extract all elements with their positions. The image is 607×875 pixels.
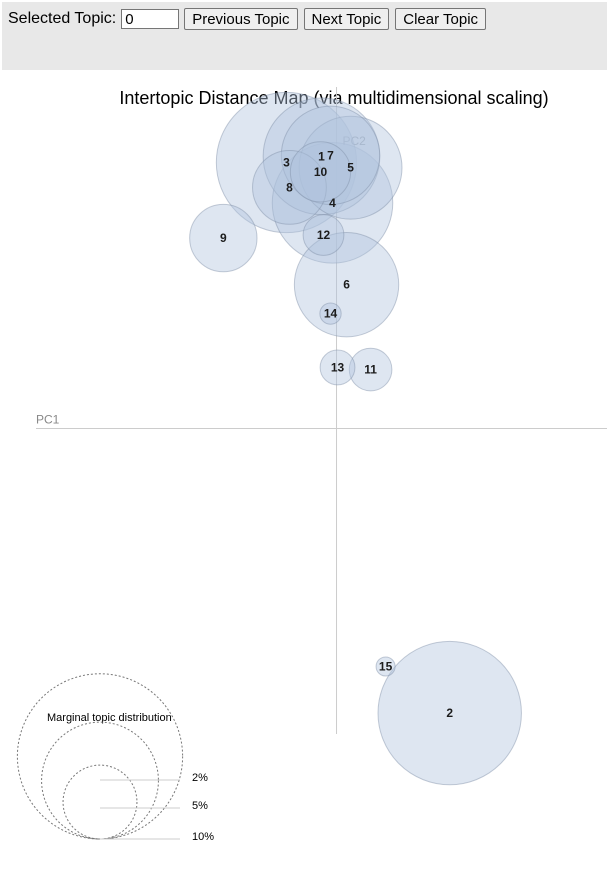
topic-label-4: 4 [329, 196, 336, 210]
topic-label-1: 1 [318, 149, 325, 163]
topic-bubble-8[interactable] [252, 149, 327, 225]
topic-bubble-3[interactable] [215, 91, 358, 234]
legend-label-2: 2% [192, 772, 208, 784]
selected-topic-input[interactable] [121, 9, 180, 29]
topic-controls: Selected Topic: Previous Topic Next Topi… [8, 8, 492, 30]
topic-label-12: 12 [317, 228, 331, 242]
topic-bubble-5[interactable] [298, 115, 403, 220]
legend-circle-2 [62, 764, 138, 840]
topic-bubbles [189, 91, 522, 786]
legend-title: Marginal topic distribution [47, 712, 172, 724]
topic-bubble-6[interactable] [293, 231, 400, 338]
selected-topic-label: Selected Topic: [8, 10, 117, 27]
y-axis-label: PC2 [343, 134, 367, 148]
topic-bubble-1[interactable] [262, 97, 381, 216]
topic-label-5: 5 [347, 161, 354, 175]
clear-topic-button[interactable]: Clear Topic [395, 8, 487, 30]
topic-bubble-12[interactable] [302, 214, 345, 256]
topic-label-9: 9 [220, 231, 227, 245]
toolbar: Selected Topic: Previous Topic Next Topi… [2, 2, 607, 70]
topic-label-14: 14 [324, 307, 338, 321]
size-legend: Marginal topic distribution 2% 5% 10% [16, 673, 214, 843]
legend-circle-5 [41, 721, 159, 840]
legend-label-10: 10% [192, 831, 214, 843]
topic-label-13: 13 [331, 360, 345, 374]
topic-bubble-15[interactable] [375, 656, 396, 677]
legend-label-5: 5% [192, 800, 208, 812]
topic-label-15: 15 [379, 660, 393, 674]
chart-title: Intertopic Distance Map (via multidimens… [119, 88, 548, 108]
topic-label-8: 8 [286, 180, 293, 194]
previous-topic-button[interactable]: Previous Topic [184, 8, 298, 30]
x-axis-label: PC1 [36, 413, 60, 427]
topic-label-11: 11 [364, 363, 377, 377]
topic-bubble-13[interactable] [319, 349, 356, 386]
topic-bubble-7[interactable] [280, 105, 381, 205]
topic-label-10: 10 [314, 165, 328, 179]
topic-bubble-2[interactable] [377, 640, 522, 786]
topic-bubble-14[interactable] [319, 302, 342, 325]
topic-label-6: 6 [343, 278, 350, 292]
topic-bubble-9[interactable] [189, 203, 258, 273]
topic-label-7: 7 [327, 148, 334, 162]
topic-bubble-11[interactable] [348, 347, 393, 392]
topic-label-2: 2 [446, 706, 453, 720]
next-topic-button[interactable]: Next Topic [303, 8, 390, 30]
topic-bubble-4[interactable] [271, 142, 394, 264]
legend-circle-10 [16, 673, 184, 840]
topic-label-3: 3 [283, 156, 290, 170]
topic-bubble-10[interactable] [289, 141, 352, 203]
